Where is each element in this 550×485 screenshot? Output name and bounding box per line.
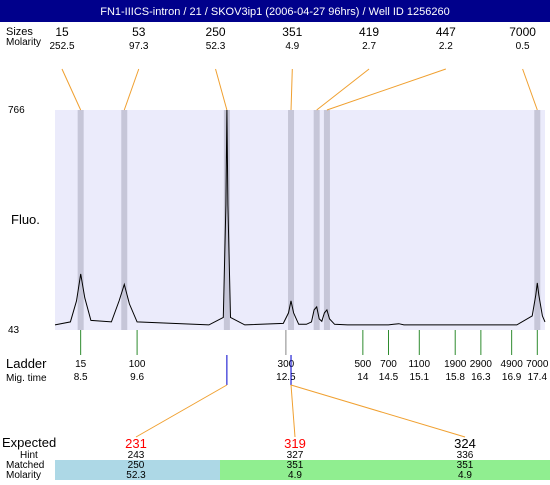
matched-value: 250 — [128, 460, 145, 471]
peak-leader-line — [522, 68, 538, 111]
expected-label: Expected — [2, 435, 56, 450]
title-bar — [0, 0, 550, 22]
y-axis-label: Fluo. — [11, 212, 40, 227]
expected-leader-line — [290, 384, 296, 438]
expected-leader-lines — [135, 355, 466, 438]
peak-band — [534, 110, 541, 330]
peak-leader-line — [290, 68, 293, 111]
sizes-row-label: Sizes — [6, 26, 33, 38]
peak-leader-line — [316, 68, 370, 111]
peak-leader-line — [326, 68, 446, 111]
ladder-size-label: 4900 — [501, 359, 524, 370]
molarity-value: 4.9 — [458, 470, 472, 480]
mig-time-label: Mig. time — [6, 373, 47, 384]
peak-size-label: 7000 — [509, 25, 536, 39]
ladder-marks: 15 8.5 100 9.6 300 12.5 500 14 700 14.5 1100 15.1 19… — [74, 330, 549, 383]
peak-size-label: 419 — [359, 25, 379, 39]
peak-band — [313, 110, 320, 330]
ladder-size-label: 300 — [278, 359, 295, 370]
matched-value: 351 — [287, 460, 304, 471]
peak-band — [288, 110, 295, 330]
ladder-size-label: 100 — [129, 359, 146, 370]
match-band — [55, 460, 220, 480]
ladder-time-label: 12.5 — [276, 372, 296, 383]
ladder-label: Ladder — [6, 356, 47, 371]
ladder-time-label: 14 — [357, 372, 369, 383]
ladder-time-label: 16.9 — [502, 372, 522, 383]
peak-molarity-label: 2.7 — [362, 41, 376, 52]
peak-molarity-label: 2.2 — [439, 41, 453, 52]
peak-leader-lines — [61, 68, 538, 111]
ladder-size-label: 2900 — [470, 359, 493, 370]
hint-value: 327 — [287, 450, 304, 461]
peak-size-label: 53 — [132, 25, 146, 39]
ladder-time-label: 8.5 — [74, 372, 88, 383]
hint-value: 243 — [128, 450, 145, 461]
ladder-time-label: 14.5 — [379, 372, 399, 383]
peak-leader-line — [61, 68, 82, 111]
ladder-size-label: 7000 — [526, 359, 549, 370]
molarity-value: 52.3 — [126, 470, 146, 480]
matched-label: Matched — [6, 460, 44, 471]
expected-leader-line — [290, 384, 466, 438]
expected-size: 231 — [125, 436, 147, 451]
peak-size-label: 447 — [436, 25, 456, 39]
peak-labels: 15 252.5 53 97.3 250 52.3 351 4.9 419 2.7 447 2.2 70… — [49, 25, 536, 52]
ladder-time-label: 9.6 — [130, 372, 144, 383]
ladder-size-label: 1100 — [409, 359, 431, 370]
chart-title: FN1-IIICS-intron / 21 / SKOV3ip1 (2006-0… — [100, 6, 450, 18]
matched-value: 351 — [457, 460, 474, 471]
peak-size-label: 250 — [206, 25, 226, 39]
ladder-size-label: 15 — [75, 359, 87, 370]
expected-size: 319 — [284, 436, 306, 451]
peak-band — [77, 110, 84, 330]
ladder-time-label: 15.1 — [410, 372, 430, 383]
y-min-label: 43 — [8, 325, 20, 336]
peak-size-label: 351 — [282, 25, 302, 39]
peak-molarity-label: 4.9 — [285, 41, 299, 52]
ladder-time-label: 17.4 — [528, 372, 548, 383]
peak-molarity-label: 52.3 — [206, 41, 226, 52]
ladder-time-label: 16.3 — [471, 372, 491, 383]
match-bands — [55, 460, 550, 480]
match-band — [220, 460, 550, 480]
expected-leader-line — [135, 384, 228, 438]
expected-size: 324 — [454, 436, 476, 451]
y-max-label: 766 — [8, 105, 25, 116]
ladder-size-label: 500 — [355, 359, 372, 370]
ladder-size-label: 700 — [380, 359, 397, 370]
peak-band — [121, 110, 128, 330]
hint-value: 336 — [457, 450, 474, 461]
molarity-value: 4.9 — [288, 470, 302, 480]
peak-size-label: 15 — [55, 25, 69, 39]
peak-bands — [77, 110, 541, 330]
expected-molarity-label: Molarity — [6, 470, 41, 480]
peak-molarity-label: 252.5 — [49, 41, 74, 52]
ladder-size-label: 1900 — [444, 359, 467, 370]
fluorescence-trace — [54, 109, 546, 326]
ladder-time-label: 15.8 — [445, 372, 465, 383]
peak-molarity-label: 97.3 — [129, 41, 149, 52]
peak-molarity-label: 0.5 — [516, 41, 530, 52]
molarity-row-label: Molarity — [6, 37, 41, 48]
hint-label: Hint — [20, 450, 38, 461]
peak-leader-line — [215, 68, 228, 111]
peak-band — [323, 110, 330, 330]
plot-area — [55, 110, 545, 330]
peak-leader-line — [123, 68, 140, 111]
peak-band — [223, 110, 230, 330]
